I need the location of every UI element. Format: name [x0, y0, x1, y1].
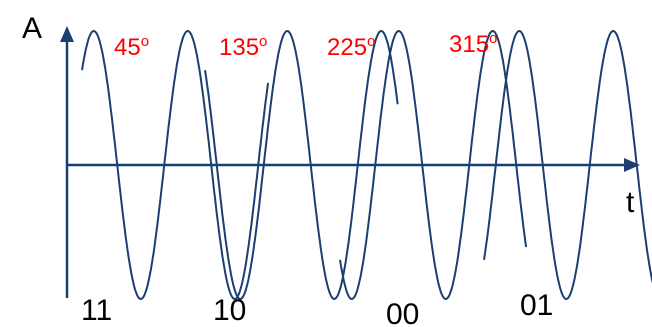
wave-segment-2 [204, 29, 399, 301]
phase-label-1: 45o [114, 33, 149, 61]
bit-label-4: 01 [520, 289, 553, 322]
waveform [81, 29, 652, 301]
wave-segment-4 [483, 29, 652, 301]
phase-labels: 45o 135o 225o 315o [114, 30, 497, 61]
phase-label-2: 135o [219, 33, 267, 61]
y-axis-arrow-icon [60, 26, 74, 42]
y-axis-label: A [22, 12, 42, 45]
bit-labels: 11 10 00 01 [81, 289, 553, 327]
x-axis-arrow-icon [624, 158, 640, 172]
axes: A t [22, 12, 640, 298]
phase-label-3: 225o [327, 33, 375, 61]
bit-label-3: 00 [386, 298, 419, 327]
bit-label-2: 10 [213, 294, 246, 327]
bit-label-1: 11 [81, 294, 112, 327]
wave-segment-3 [339, 29, 528, 301]
x-axis-label: t [626, 186, 635, 219]
phase-label-4: 315o [449, 30, 497, 58]
